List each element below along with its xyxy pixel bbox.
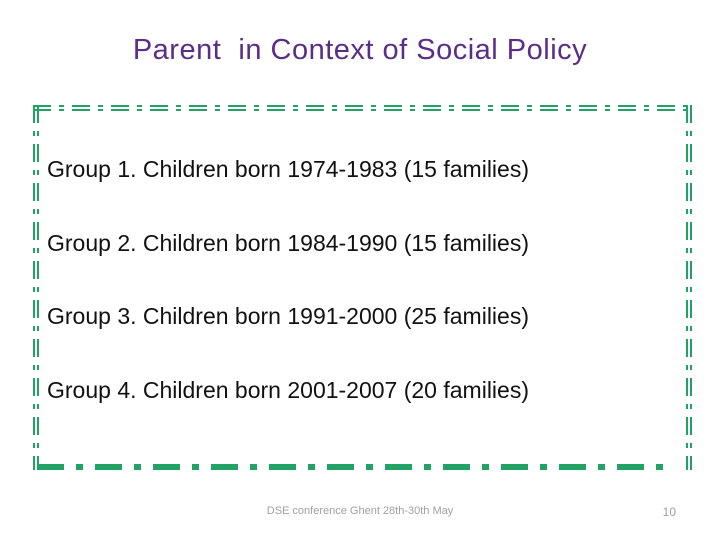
group-list: Group 1. Children born 1974-1983 (15 fam… <box>47 133 678 427</box>
border-top-inner <box>33 109 692 111</box>
border-right-inner <box>686 105 688 470</box>
page-number: 10 <box>662 505 676 519</box>
border-bottom <box>37 464 664 470</box>
group-line-3: Group 3. Children born 1991-2000 (25 fam… <box>47 303 529 330</box>
group-line-4: Group 4. Children born 2001-2007 (20 fam… <box>47 376 529 403</box>
group-line-2: Group 2. Children born 1984-1990 (15 fam… <box>47 229 529 256</box>
slide-title: Parent in Context of Social Policy <box>132 34 588 66</box>
content-box: Group 1. Children born 1974-1983 (15 fam… <box>33 105 692 470</box>
border-left-inner <box>37 105 39 470</box>
group-line-1: Group 1. Children born 1974-1983 (15 fam… <box>47 156 529 183</box>
border-right-outer <box>690 105 692 470</box>
footer-text: DSE conference Ghent 28th-30th May <box>266 505 454 517</box>
border-top-outer <box>33 105 692 107</box>
border-left-outer <box>33 105 35 470</box>
